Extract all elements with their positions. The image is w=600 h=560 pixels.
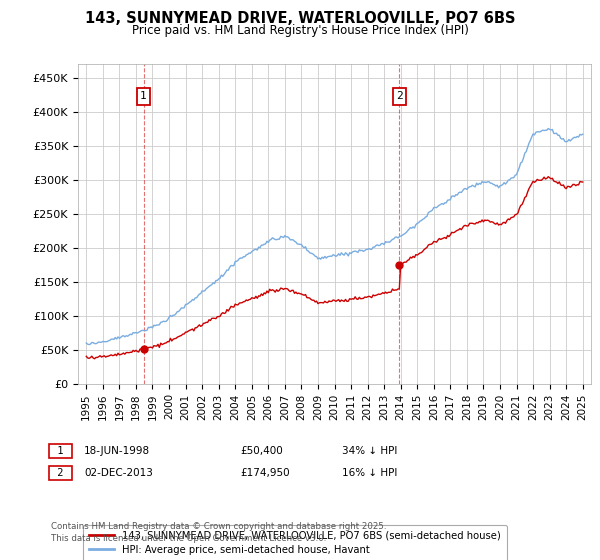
Text: 34% ↓ HPI: 34% ↓ HPI: [342, 446, 397, 456]
Text: 16% ↓ HPI: 16% ↓ HPI: [342, 468, 397, 478]
Text: 2: 2: [51, 468, 70, 478]
Text: 1: 1: [51, 446, 70, 456]
Text: Price paid vs. HM Land Registry's House Price Index (HPI): Price paid vs. HM Land Registry's House …: [131, 24, 469, 36]
Text: £174,950: £174,950: [240, 468, 290, 478]
Text: 18-JUN-1998: 18-JUN-1998: [84, 446, 150, 456]
Text: 2: 2: [396, 91, 403, 101]
Text: 143, SUNNYMEAD DRIVE, WATERLOOVILLE, PO7 6BS: 143, SUNNYMEAD DRIVE, WATERLOOVILLE, PO7…: [85, 11, 515, 26]
Text: £50,400: £50,400: [240, 446, 283, 456]
Text: 02-DEC-2013: 02-DEC-2013: [84, 468, 153, 478]
Text: Contains HM Land Registry data © Crown copyright and database right 2025.
This d: Contains HM Land Registry data © Crown c…: [51, 522, 386, 543]
Legend: 143, SUNNYMEAD DRIVE, WATERLOOVILLE, PO7 6BS (semi-detached house), HPI: Average: 143, SUNNYMEAD DRIVE, WATERLOOVILLE, PO7…: [83, 525, 507, 560]
Text: 1: 1: [140, 91, 147, 101]
